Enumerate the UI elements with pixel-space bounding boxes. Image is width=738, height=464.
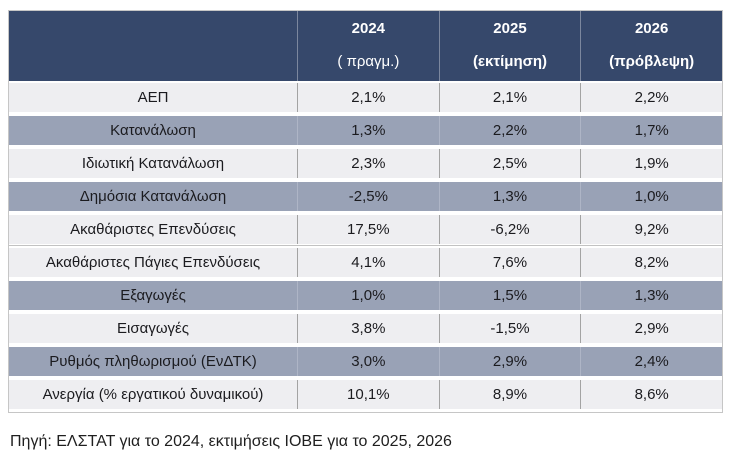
row-value: 2,5% — [438, 149, 581, 178]
row-label: Ακαθάριστες Επενδύσεις — [70, 221, 236, 238]
row-value: 8,6% — [580, 380, 722, 409]
row-value: 2,1% — [438, 83, 581, 112]
row-value: -6,2% — [438, 215, 581, 244]
column-header-2026: 2026 (πρόβλεψη) — [580, 11, 722, 81]
row-value: 8,2% — [580, 248, 722, 277]
source-note: Πηγή: ΕΛΣΤΑΤ για το 2024, εκτιμήσεις ΙΟΒ… — [10, 433, 452, 450]
row-label: Ανεργία (% εργατικού δυναμικού) — [42, 386, 264, 403]
row-value: 8,9% — [438, 380, 581, 409]
table-row: Εξαγωγές 1,0% 1,5% 1,3% — [9, 281, 722, 310]
table-row: Δημόσια Κατανάλωση -2,5% 1,3% 1,0% — [9, 182, 722, 211]
row-label: Κατανάλωση — [110, 122, 196, 139]
table-row: Ακαθάριστες Επενδύσεις 17,5% -6,2% 9,2% — [9, 215, 722, 244]
column-year-label: 2025 — [493, 20, 527, 37]
row-label: Ρυθμός πληθωρισμού (ΕνΔΤΚ) — [49, 353, 257, 370]
row-value: -2,5% — [297, 182, 439, 211]
table-row: Ακαθάριστες Πάγιες Επενδύσεις 4,1% 7,6% 8,2… — [9, 248, 722, 277]
column-sub-label: (εκτίμηση) — [472, 53, 548, 70]
row-value: 17,5% — [297, 215, 439, 244]
row-value: 2,9% — [438, 347, 581, 376]
row-label: Ιδιωτική Κατανάλωση — [81, 155, 225, 172]
forecast-table: 2024 ( πραγμ.) 2025 (εκτίμηση) 2026 (πρόβλεψη… — [8, 10, 723, 413]
column-header-2024: 2024 ( πραγμ.) — [297, 11, 439, 81]
row-separator — [9, 343, 722, 347]
row-value: 10,1% — [297, 380, 439, 409]
row-value: 1,0% — [297, 281, 439, 310]
row-value: 1,0% — [580, 182, 722, 211]
row-separator — [9, 277, 722, 281]
row-separator — [9, 310, 722, 314]
table-row: Ρυθμός πληθωρισμού (ΕνΔΤΚ) 3,0% 2,9% 2,4% — [9, 347, 722, 376]
row-value: 2,9% — [580, 314, 722, 343]
row-label: Δημόσια Κατανάλωση — [79, 188, 227, 205]
row-value: 3,0% — [297, 347, 439, 376]
row-separator — [9, 112, 722, 116]
row-label: Εισαγωγές — [117, 320, 189, 337]
row-value: 2,2% — [438, 116, 581, 145]
row-value: 2,3% — [297, 149, 439, 178]
row-separator — [9, 145, 722, 149]
row-separator — [9, 211, 722, 215]
table-row: Ανεργία (% εργατικού δυναμικού) 10,1% 8,9%… — [9, 380, 722, 409]
row-value: 1,3% — [438, 182, 581, 211]
row-value: 7,6% — [438, 248, 581, 277]
table-row: Εισαγωγές 3,8% -1,5% 2,9% — [9, 314, 722, 343]
table-row: Κατανάλωση 1,3% 2,2% 1,7% — [9, 116, 722, 145]
row-value: 1,5% — [438, 281, 581, 310]
row-value: 9,2% — [580, 215, 722, 244]
table-corner-cell — [9, 11, 297, 81]
column-year-label: 2026 — [634, 20, 669, 37]
row-label: Ακαθάριστες Πάγιες Επενδύσεις — [45, 254, 261, 271]
row-value: 1,7% — [580, 116, 722, 145]
column-sub-label: (πρόβλεψη) — [609, 53, 695, 70]
column-header-2025: 2025 (εκτίμηση) — [438, 11, 581, 81]
table-body: ΑΕΠ 2,1% 2,1% 2,2% Κατανάλωση 1,3% 2,2% 1,7% Ιδι… — [9, 83, 722, 409]
row-label: Εξαγωγές — [120, 287, 186, 304]
row-value: 2,2% — [580, 83, 722, 112]
row-separator — [9, 244, 722, 248]
row-value: 1,9% — [580, 149, 722, 178]
row-separator — [9, 376, 722, 380]
table-header-row: 2024 ( πραγμ.) 2025 (εκτίμηση) 2026 (πρόβλεψη… — [9, 11, 722, 81]
row-value: 2,4% — [580, 347, 722, 376]
row-value: 3,8% — [297, 314, 439, 343]
row-value: -1,5% — [438, 314, 581, 343]
row-label: ΑΕΠ — [137, 89, 169, 106]
row-value: 2,1% — [297, 83, 439, 112]
row-value: 1,3% — [297, 116, 439, 145]
row-value: 4,1% — [297, 248, 439, 277]
table-row: Ιδιωτική Κατανάλωση 2,3% 2,5% 1,9% — [9, 149, 722, 178]
table-row: ΑΕΠ 2,1% 2,1% 2,2% — [9, 83, 722, 112]
column-sub-label: ( πραγμ.) — [337, 53, 400, 70]
row-separator — [9, 178, 722, 182]
row-value: 1,3% — [580, 281, 722, 310]
column-year-label: 2024 — [351, 20, 386, 37]
